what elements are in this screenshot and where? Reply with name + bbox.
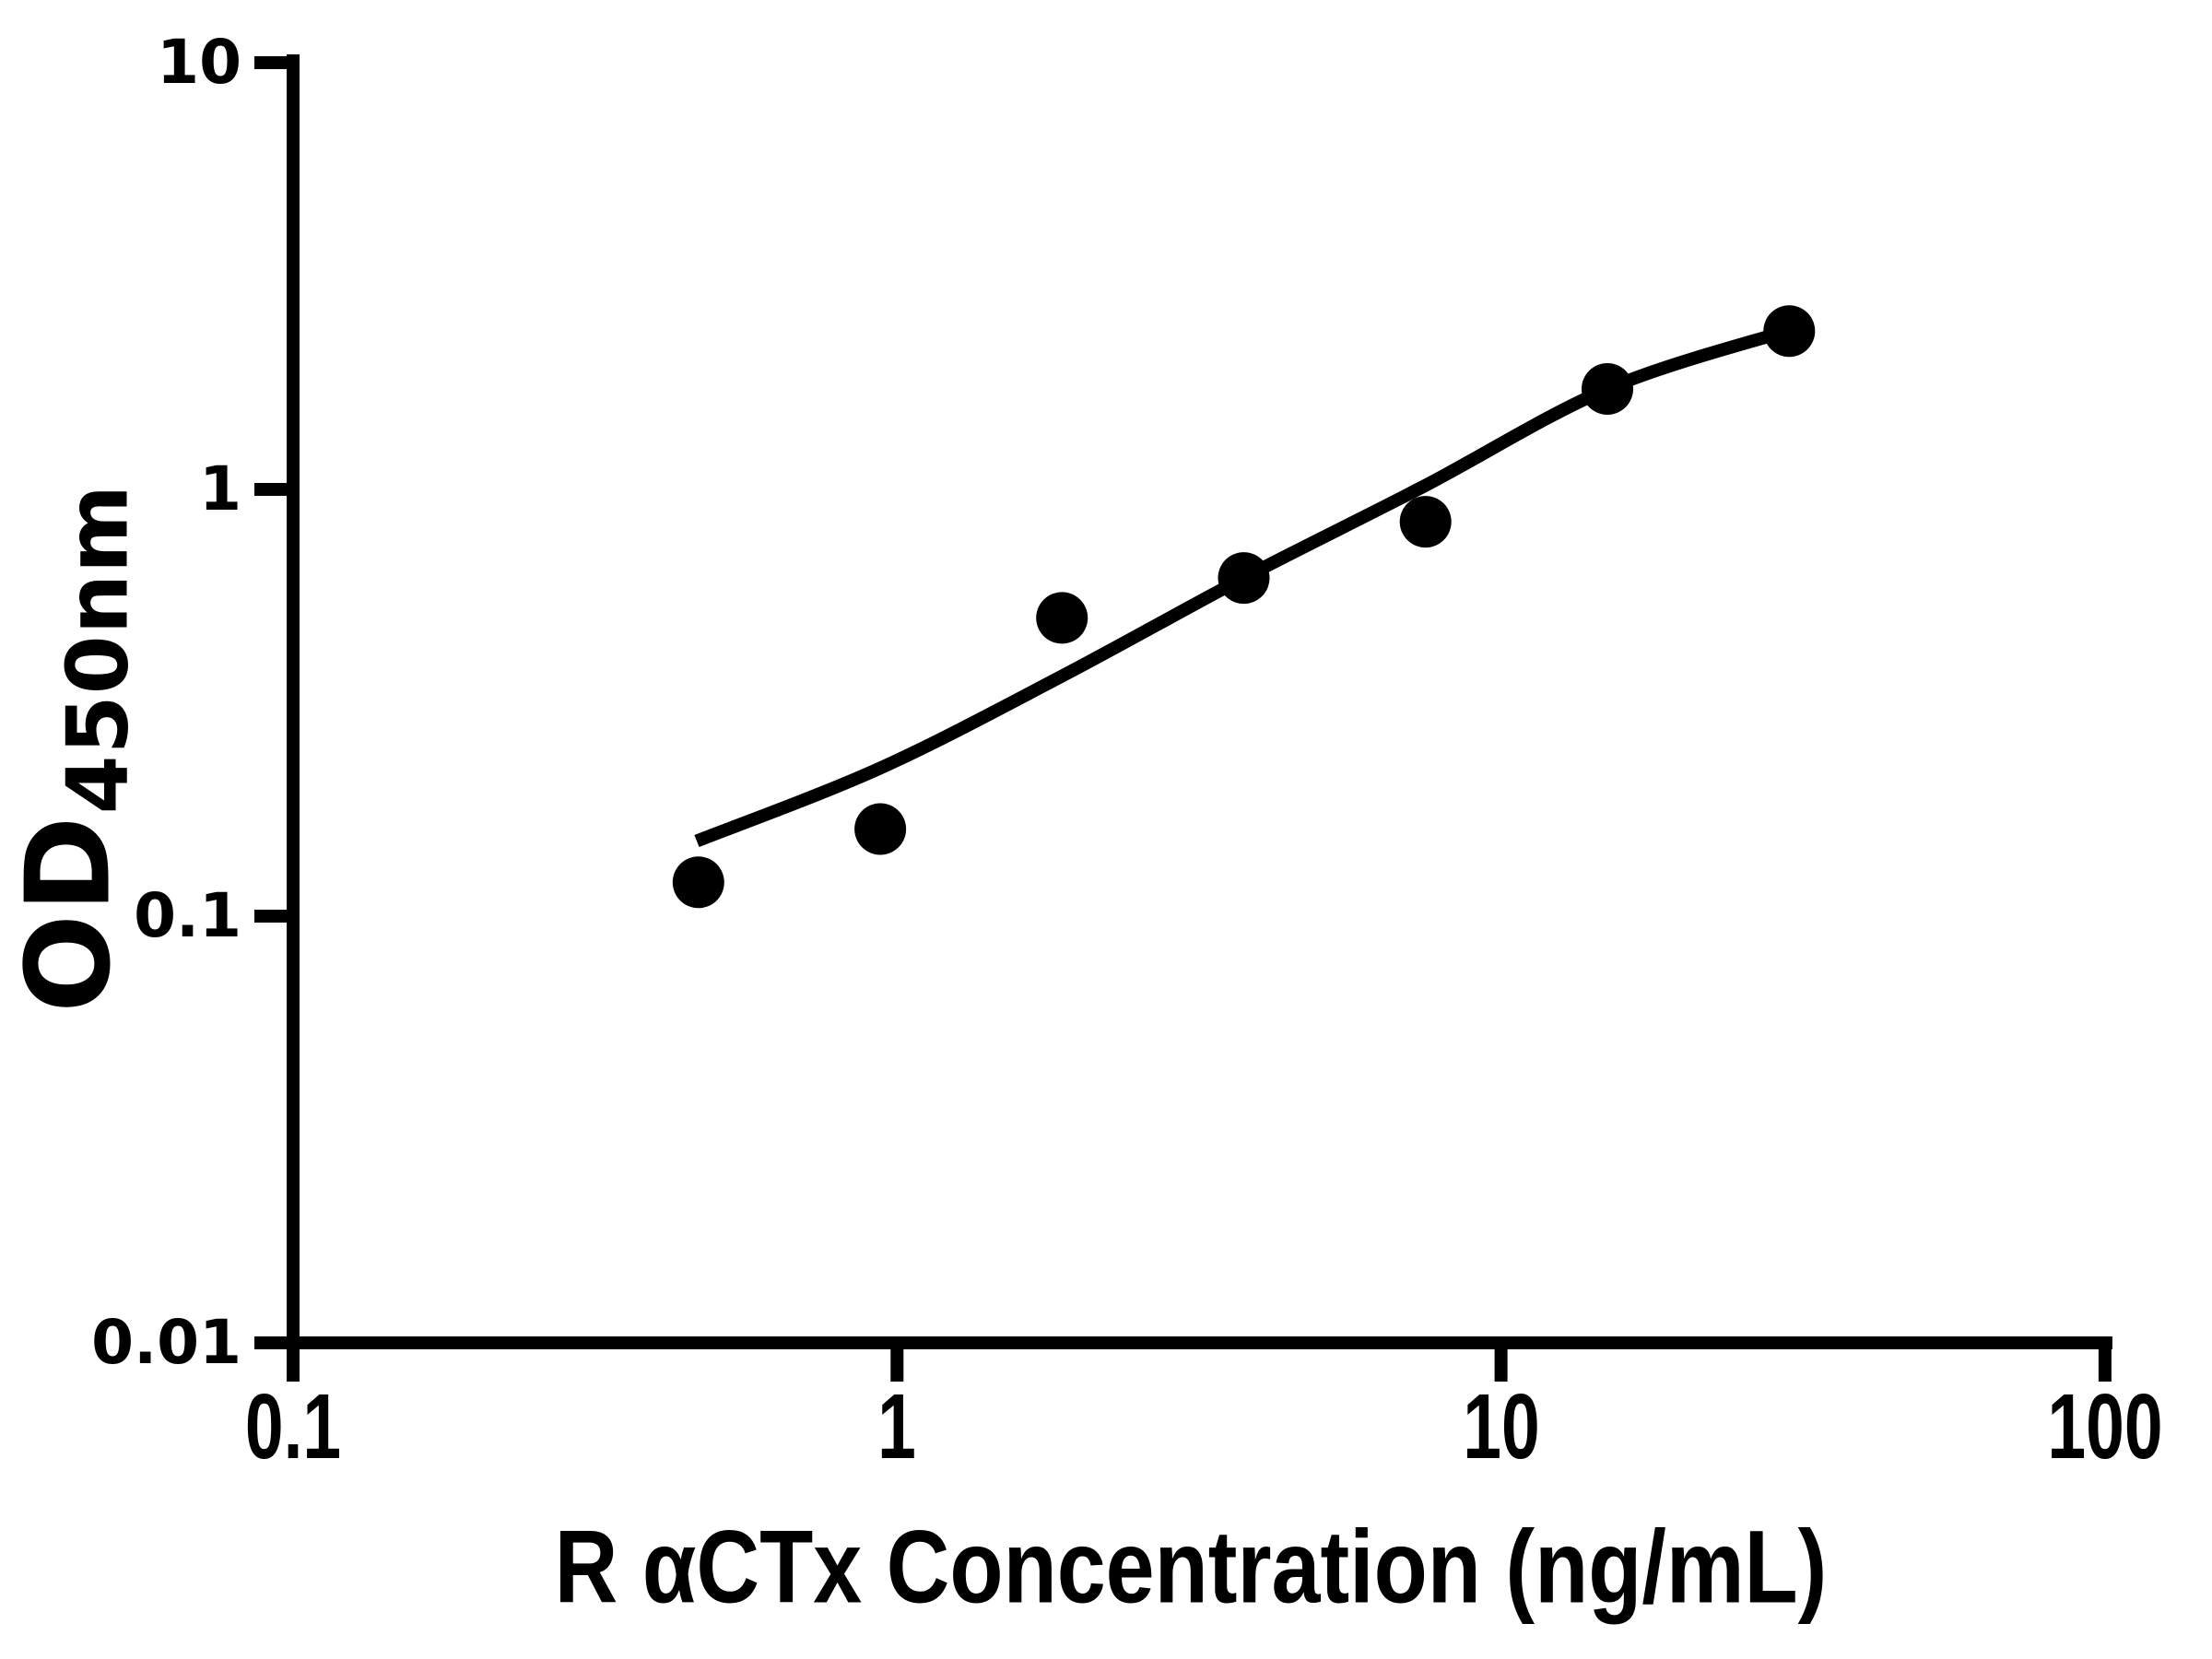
x-axis-title-text: R αCTx Concentration (ng/mL) <box>554 1509 1828 1625</box>
x-tick-label: 1 <box>877 1375 916 1478</box>
y-tick-label: 0.01 <box>91 1307 241 1378</box>
x-tick-label: 10 <box>1463 1375 1540 1478</box>
data-point <box>854 803 907 855</box>
y-tick-label: 0.1 <box>134 880 241 951</box>
y-axis-title-subscript: 450nm <box>48 483 147 815</box>
y-axis-title-main: OD <box>0 814 136 1014</box>
data-point <box>1218 552 1270 605</box>
x-tick-label: 100 <box>2047 1375 2163 1478</box>
y-tick-label: 1 <box>199 453 241 524</box>
data-point <box>1582 363 1633 415</box>
data-point <box>1763 305 1816 358</box>
y-tick-label: 10 <box>157 27 241 98</box>
data-point <box>1036 592 1088 644</box>
data-point <box>1399 496 1452 548</box>
y-axis-title: OD450nm <box>0 484 147 1014</box>
data-point <box>672 856 724 909</box>
x-axis-title: R αCTx Concentration (ng/mL) <box>555 1508 1828 1627</box>
x-tick-label: 0.1 <box>244 1375 342 1478</box>
